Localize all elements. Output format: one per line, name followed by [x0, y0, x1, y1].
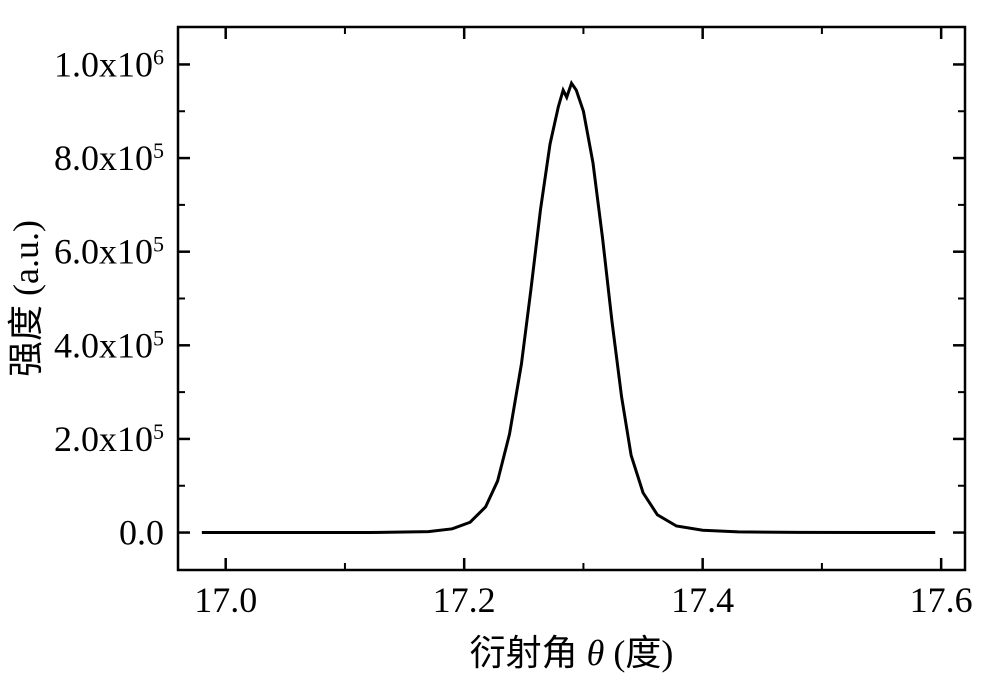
- diffraction-peak-line: [202, 83, 935, 532]
- x-tick-label: 17.0: [194, 580, 257, 620]
- y-tick-label: 0.0: [119, 513, 164, 553]
- x-tick-label: 17.6: [910, 580, 973, 620]
- x-tick-label: 17.4: [671, 580, 734, 620]
- y-tick-label: 6.0x105: [54, 231, 164, 272]
- xrd-peak-chart: 17.0 17.2 17.4 17.6 0.0 2.0x105 4.0x105 6.0x105…: [0, 0, 1000, 692]
- y-tick-label: 8.0x105: [54, 138, 164, 179]
- y-tick-label: 2.0x105: [54, 418, 164, 459]
- y-tick-label: 1.0x106: [54, 44, 164, 85]
- x-tick-label: 17.2: [433, 580, 496, 620]
- x-axis-title: 衍射角 θ (度): [470, 633, 674, 673]
- y-axis-title: 强度 (a.u.): [6, 220, 46, 377]
- y-tick-label: 4.0x105: [54, 325, 164, 366]
